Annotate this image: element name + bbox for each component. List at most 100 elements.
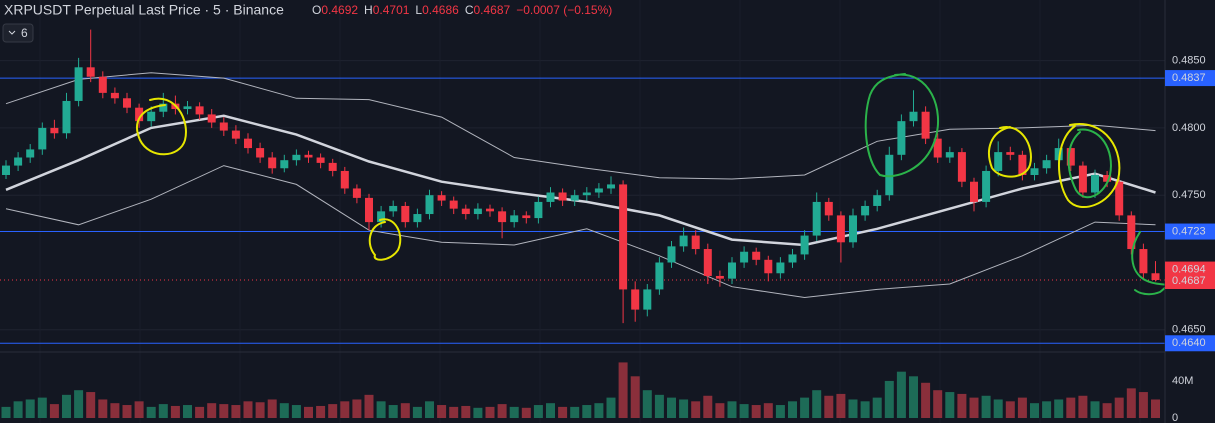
indicator-toggle[interactable] <box>2 23 34 43</box>
candle-body <box>1091 175 1099 193</box>
indicator-lower <box>5 165 1156 299</box>
candle-body <box>546 192 555 202</box>
candle-body <box>788 254 797 263</box>
volume-bar <box>461 405 471 418</box>
volume-bar <box>158 404 168 418</box>
candle-body <box>14 157 23 166</box>
candle-body <box>619 184 628 290</box>
candle-body <box>679 235 688 247</box>
price-label-bg <box>1165 223 1215 240</box>
indicator-upper <box>5 72 1156 180</box>
volume-bar <box>110 403 120 418</box>
candle-body <box>873 195 882 206</box>
volume-layer <box>1 362 1160 418</box>
annotation-circle <box>1067 128 1112 199</box>
volume-bar <box>243 401 253 418</box>
volume-bar <box>437 405 447 418</box>
legend-value: 0.4686 <box>422 3 459 17</box>
candle-body <box>534 201 543 219</box>
volume-bar <box>485 406 495 418</box>
volume-bar <box>703 395 713 418</box>
chart-title: XRPUSDT Perpetual Last Price · 5 · Binan… <box>4 2 284 18</box>
candle-body <box>861 205 870 216</box>
candle-body <box>1066 148 1075 166</box>
volume-bar <box>642 390 652 418</box>
candle-body <box>498 211 507 223</box>
candle-body <box>62 100 71 134</box>
candle-body <box>836 215 845 243</box>
volume-bar <box>255 402 265 418</box>
candle-body <box>1054 148 1063 161</box>
candle-body <box>352 188 361 198</box>
price-label: 0.4723 <box>1172 225 1206 237</box>
volume-bar <box>630 376 640 418</box>
volume-bar <box>49 404 59 418</box>
candle-body <box>885 154 894 196</box>
candle-body <box>219 122 228 131</box>
annotation-circle <box>1131 231 1168 296</box>
volume-bar <box>291 405 301 418</box>
candle-body <box>594 188 603 193</box>
candle-body <box>183 106 192 110</box>
candle-body <box>1030 168 1039 175</box>
candle-body <box>945 152 954 158</box>
volume-bar <box>848 399 858 418</box>
price-label: 0.4837 <box>1172 72 1206 84</box>
candle-body <box>1018 154 1027 175</box>
volume-bar <box>824 395 834 418</box>
candle-body <box>691 235 700 250</box>
price-label: 0.4687 <box>1172 275 1206 287</box>
candle-body <box>98 76 107 93</box>
volume-bar <box>195 406 205 418</box>
volume-bar <box>449 406 459 418</box>
candle-body <box>328 162 337 171</box>
price-label: 0.4640 <box>1172 337 1206 349</box>
volume-bar <box>751 405 761 418</box>
volume-bar <box>957 393 967 418</box>
price-label-bg <box>1165 273 1215 289</box>
candle-body <box>957 152 966 182</box>
volume-bar <box>570 406 580 418</box>
indicator-count[interactable]: 6 <box>21 26 28 40</box>
volume-bar <box>763 403 773 418</box>
candle-body <box>316 157 325 163</box>
candle-body <box>86 67 95 77</box>
candle-body <box>401 205 410 223</box>
candle-body <box>1139 249 1148 274</box>
candle-body <box>135 107 144 122</box>
candle-body <box>824 201 833 216</box>
candle-body <box>631 289 640 310</box>
candle-body <box>982 170 991 202</box>
volume-bar <box>896 371 906 418</box>
volume-bar <box>1005 401 1015 418</box>
volume-bar <box>1102 403 1112 418</box>
volume-bar <box>37 397 47 418</box>
volume-bar <box>74 390 84 418</box>
candle-body <box>582 192 591 196</box>
candle-body <box>38 127 47 150</box>
candle-body <box>340 170 349 189</box>
candle-body <box>26 149 35 158</box>
candle-body <box>1127 215 1136 250</box>
volume-bar <box>412 406 422 418</box>
candle-body <box>994 152 1003 171</box>
annotation-circle <box>864 73 940 178</box>
volume-bar <box>884 380 894 418</box>
volume-bar <box>533 405 543 418</box>
legend-value: 0.4687 <box>473 3 510 17</box>
volume-bar <box>933 390 943 418</box>
volume-bar <box>667 397 676 418</box>
candle-body <box>812 201 821 236</box>
volume-bar <box>1090 401 1100 418</box>
candle-body <box>437 195 446 201</box>
candle-body <box>365 197 373 223</box>
volume-bar <box>473 407 483 418</box>
price-label-bg <box>1165 70 1215 87</box>
candle-body <box>74 67 83 101</box>
volume-tick-label: 0 <box>1172 412 1178 423</box>
volume-bar <box>364 394 374 418</box>
candle-body <box>231 130 240 139</box>
volume-bar <box>618 362 628 418</box>
volume-bar <box>340 401 350 418</box>
